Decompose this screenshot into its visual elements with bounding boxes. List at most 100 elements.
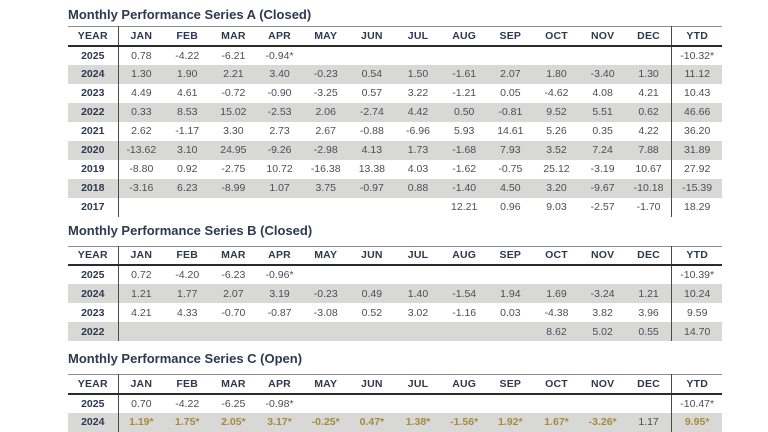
- value-cell: [533, 46, 579, 65]
- value-cell: [303, 198, 349, 217]
- value-cell: 3.19: [256, 284, 303, 303]
- value-cell: -2.98: [302, 140, 349, 160]
- value-cell: 3.02: [407, 306, 429, 319]
- value-cell: -0.25*: [302, 412, 349, 432]
- col-header-nov: NOV: [579, 246, 626, 266]
- col-header-jul: JUL: [394, 246, 442, 266]
- value-cell: 12.21: [451, 201, 478, 213]
- ytd-cell: 36.20: [671, 121, 722, 141]
- value-cell: -3.19: [590, 163, 615, 175]
- value-cell: [118, 198, 164, 217]
- value-cell: 0.96: [500, 201, 521, 213]
- col-header-apr: APR: [256, 26, 303, 47]
- table-row-2024: 2024 1.21 1.77 2.07 3.19 -0.23 0.49 1.40 -1.54 1.…: [68, 284, 722, 303]
- value-cell: -1.70: [636, 201, 661, 213]
- value-cell: [580, 394, 626, 413]
- value-cell: -9.26: [256, 140, 303, 160]
- value-cell: 2.21: [210, 64, 257, 84]
- value-cell: 2.06: [302, 102, 349, 122]
- value-cell: [303, 46, 349, 65]
- value-cell: -3.24: [579, 284, 626, 303]
- table-row-2020: 2020 -13.62 3.10 24.95 -9.26 -2.98 4.13 1.73 -1.…: [68, 140, 722, 160]
- value-cell: 1.92*: [487, 412, 534, 432]
- col-header-may: MAY: [302, 246, 349, 266]
- value-cell: -1.54: [441, 284, 488, 303]
- series-b-section: Monthly Performance Series B (Closed) YE…: [68, 222, 722, 341]
- value-cell: 1.80: [533, 64, 580, 84]
- year-cell: 2021: [68, 121, 119, 141]
- value-cell: 4.33: [177, 306, 198, 319]
- value-cell: -0.90: [267, 87, 292, 99]
- value-cell: 0.49: [348, 284, 395, 303]
- value-cell: -3.08: [313, 306, 338, 319]
- table-row-2022: 2022 0.33 8.53 15.02 -2.53 2.06 -2.74 4.42 0.50-…: [68, 102, 722, 122]
- value-cell: 4.50: [487, 178, 534, 198]
- value-cell: -0.97: [348, 178, 395, 198]
- col-header-mar: MAR: [210, 26, 257, 47]
- ytd-cell: 18.29: [671, 197, 722, 217]
- value-cell: 24.95: [210, 140, 257, 160]
- value-cell: -1.17: [175, 125, 200, 137]
- year-cell: 2019: [68, 159, 119, 179]
- value-cell: -13.62: [118, 140, 165, 160]
- ytd-cell: 9.59: [671, 303, 722, 322]
- value-cell: [118, 322, 165, 341]
- value-cell: 1.50: [394, 64, 442, 84]
- value-cell: -9.67: [579, 178, 626, 198]
- col-header-sep: SEP: [487, 246, 534, 266]
- value-cell: -4.38: [544, 306, 569, 319]
- value-cell: 1.17: [625, 412, 672, 432]
- value-cell: 3.96: [638, 306, 659, 319]
- value-cell: [487, 265, 533, 284]
- value-cell: 13.38: [358, 163, 385, 175]
- value-cell: 2.67: [315, 125, 336, 137]
- value-cell: 3.22: [407, 87, 429, 99]
- value-cell: -4.62: [544, 87, 569, 99]
- value-cell: [441, 322, 488, 341]
- value-cell: 3.20: [533, 178, 580, 198]
- year-cell: 2018: [68, 178, 119, 198]
- year-cell: 2020: [68, 140, 119, 160]
- value-cell: 4.13: [348, 140, 395, 160]
- col-header-year: YEAR: [68, 26, 119, 47]
- value-cell: [580, 265, 626, 284]
- value-cell: -6.25: [221, 397, 246, 410]
- year-cell: 2024: [68, 64, 119, 84]
- value-cell: 0.88: [394, 178, 442, 198]
- series-b-title: Monthly Performance Series B (Closed): [68, 222, 313, 238]
- ytd-cell: 10.43: [671, 83, 722, 103]
- value-cell: 4.08: [592, 87, 613, 99]
- value-cell: 1.40: [394, 284, 442, 303]
- year-cell: 2024: [68, 412, 119, 432]
- col-header-sep: SEP: [487, 26, 534, 47]
- value-cell: [349, 394, 395, 413]
- series-b-table: YEAR JAN FEB MAR APR MAY JUN JUL AUG SEP OCT NOV DEC…: [68, 245, 722, 341]
- value-cell: -3.16: [118, 178, 165, 198]
- value-cell: -6.21: [221, 49, 246, 62]
- value-cell: -0.23: [302, 284, 349, 303]
- value-cell: -0.70: [221, 306, 246, 319]
- value-cell: 3.17*: [256, 412, 303, 432]
- value-cell: [395, 198, 441, 217]
- value-cell: 4.22: [638, 125, 659, 137]
- value-cell: 8.53: [164, 102, 211, 122]
- table-row-2024: 2024 1.30 1.90 2.21 3.40 -0.23 0.54 1.50 -1.61 2.…: [68, 64, 722, 84]
- value-cell: [487, 46, 533, 65]
- header-row: YEAR JAN FEB MAR APR MAY JUN JUL AUG SEP OCT NOV DEC…: [68, 246, 722, 266]
- value-cell: -0.81: [487, 102, 534, 122]
- value-cell: 2.62: [131, 125, 152, 137]
- ytd-cell: 9.95*: [671, 412, 722, 432]
- value-cell: -16.38: [310, 163, 341, 175]
- value-cell: 4.21: [638, 87, 659, 99]
- col-header-nov: NOV: [579, 374, 626, 395]
- value-cell: 0.57: [361, 87, 383, 99]
- value-cell: 7.24: [579, 140, 626, 160]
- value-cell: -6.23: [221, 269, 246, 281]
- value-cell: -8.80: [129, 163, 154, 175]
- value-cell: -8.99: [210, 178, 257, 198]
- value-cell: 1.30: [118, 64, 165, 84]
- value-cell: -3.25: [313, 87, 338, 99]
- value-cell: -4.22: [175, 397, 200, 410]
- value-cell: 0.47*: [348, 412, 395, 432]
